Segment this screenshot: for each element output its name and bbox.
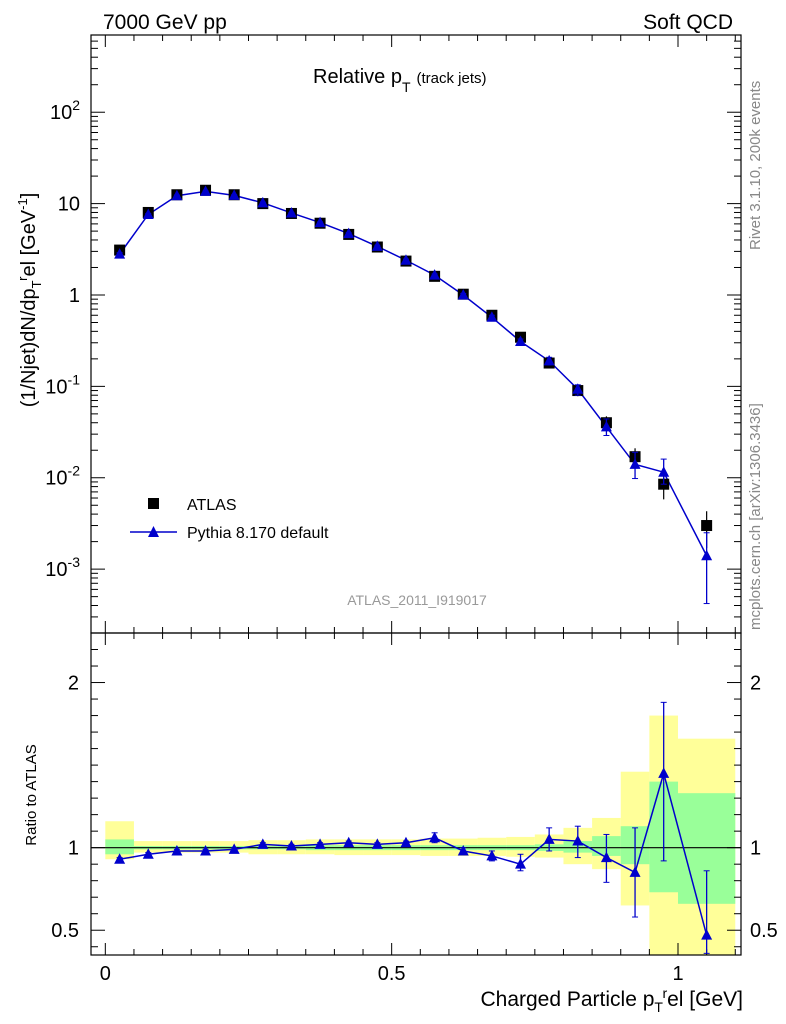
ratio-mc-point [228, 843, 240, 854]
mc-point [343, 227, 355, 239]
mc-point [314, 216, 326, 228]
mc-point [515, 335, 527, 346]
ratio-mc-point [371, 838, 383, 849]
ratio-mc-point [658, 767, 670, 778]
ratio-plot-frame: 0.5 0.5 1 1 2 2 [51, 632, 778, 956]
ratio-tick-label-right: 0.5 [750, 920, 778, 942]
ratio-mc-point [200, 844, 212, 856]
mcplots-label: mcplots.cern.ch [arXiv:1306.3436] [747, 403, 764, 630]
y-tick-label: 10-1 [45, 371, 80, 398]
y-tick-label: 10-2 [45, 463, 80, 490]
mc-point [114, 248, 126, 259]
mc-point [429, 269, 441, 280]
ratio-bands [105, 715, 736, 955]
x-axis-label: Charged Particle pTrel [GeV] [480, 985, 743, 1015]
mc-point [400, 254, 412, 265]
ratio-tick-label-left: 0.5 [51, 920, 79, 942]
y-tick-label: 102 [50, 97, 80, 124]
ratio-mc-point [600, 851, 612, 863]
x-tick-label: 1 [672, 963, 683, 985]
legend-atlas-marker [148, 498, 159, 509]
main-plot-marks [114, 184, 713, 605]
header-category: Soft QCD [643, 11, 733, 34]
legend-pythia-label: Pythia 8.170 default [187, 525, 329, 542]
legend-atlas-label: ATLAS [187, 497, 237, 514]
mc-point [457, 288, 469, 300]
ratio-tick-label-right: 2 [750, 673, 761, 695]
mc-point [658, 466, 670, 477]
mc-point [600, 420, 612, 432]
mc-point [701, 549, 713, 561]
ratio-y-label: Ratio to ATLAS [23, 744, 40, 845]
mc-point [543, 354, 555, 366]
ratio-mc-point [701, 929, 713, 940]
ratio-mc-point [285, 840, 297, 851]
ratio-mc-point [515, 858, 527, 869]
legend-pythia-marker [148, 526, 159, 537]
ratio-frame-border [90, 632, 742, 956]
ratio-mc-point [171, 844, 183, 856]
ratio-mc-point [572, 835, 584, 846]
mc-point [371, 240, 383, 251]
y-axis-label: (1/Njet)dN/dpTrel [GeV-1] [15, 193, 44, 408]
chart-title: Relative pT (track jets) [313, 66, 487, 95]
y-tick-label: 1 [69, 285, 80, 307]
mc-point [200, 185, 212, 196]
mc-point [629, 458, 641, 469]
mc-point [228, 189, 240, 200]
x-tick-label: 0 [100, 963, 111, 985]
mc-point [171, 189, 183, 201]
y-tick-label: 10 [58, 194, 80, 216]
ratio-tick-label-left: 1 [68, 838, 79, 860]
ratio-plot-marks [114, 701, 713, 954]
ratio-tick-label-left: 2 [68, 673, 79, 695]
legend: ATLAS Pythia 8.170 default [130, 497, 329, 542]
ratio-tick-label-right: 1 [750, 838, 761, 860]
ratio-mc-point [457, 844, 469, 856]
ratio-mc-point [343, 836, 355, 848]
y-tick-label: 10-3 [45, 554, 80, 581]
ratio-mc-point [142, 848, 154, 859]
main-plot-frame: 0 0.5 1 10-3 10-2 10-1 1 10 102 [45, 34, 742, 985]
rivet-label: Rivet 3.1.10, 200k events [747, 81, 764, 250]
mc-point [257, 196, 269, 208]
mc-point [285, 206, 297, 218]
ratio-mc-point [629, 866, 641, 877]
ratio-mc-point [114, 853, 126, 864]
x-tick-label: 0.5 [378, 963, 406, 985]
svg-text:(1/Njet)dN/dpTrel [GeV-1]: (1/Njet)dN/dpTrel [GeV-1] [15, 193, 44, 408]
ratio-mc-point [257, 838, 269, 849]
ratio-mc-point [314, 838, 326, 849]
stat-band [105, 839, 134, 855]
ratio-mc-point [486, 849, 498, 861]
header-energy: 7000 GeV pp [103, 11, 227, 34]
ratio-mc-point [429, 831, 441, 843]
analysis-id: ATLAS_2011_I919017 [347, 592, 487, 608]
atlas-point [701, 520, 713, 532]
main-frame-border [90, 34, 742, 634]
ratio-mc-point [543, 833, 555, 844]
mc-point [142, 208, 154, 219]
mc-point [572, 383, 584, 394]
mc-point [486, 311, 498, 322]
ratio-mc-point [400, 836, 412, 848]
